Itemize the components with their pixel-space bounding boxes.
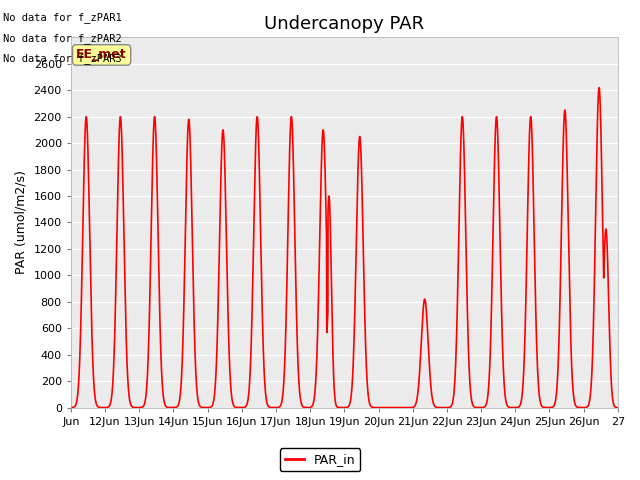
Text: No data for f_zPAR2: No data for f_zPAR2 [3,33,122,44]
Text: EE_met: EE_met [76,48,127,61]
Text: No data for f_zPAR1: No data for f_zPAR1 [3,12,122,23]
Text: No data for f_zPAR3: No data for f_zPAR3 [3,53,122,64]
Legend: PAR_in: PAR_in [280,448,360,471]
Y-axis label: PAR (umol/m2/s): PAR (umol/m2/s) [15,170,28,275]
Title: Undercanopy PAR: Undercanopy PAR [264,15,424,33]
